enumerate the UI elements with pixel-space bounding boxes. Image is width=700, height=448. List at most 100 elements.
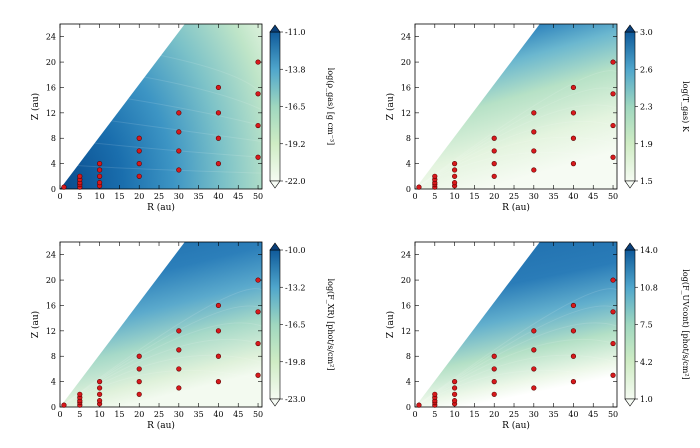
x-tick-label: 40	[568, 410, 578, 419]
contour-line	[60, 138, 262, 158]
heatmap-field	[60, 242, 262, 407]
x-tick-label: 30	[174, 410, 184, 419]
sample-point	[610, 340, 616, 347]
y-tick-label: 20	[401, 276, 411, 285]
sample-point	[531, 148, 537, 154]
sample-point	[255, 122, 261, 129]
y-tick-label: 24	[46, 251, 56, 260]
sample-point	[176, 167, 182, 173]
colorbar-tick-label: 2.6	[640, 65, 653, 74]
x-tick-label: 25	[154, 410, 164, 419]
y-tick-label: 0	[406, 403, 411, 412]
sample-point	[136, 353, 142, 359]
x-tick-label: 10	[450, 192, 460, 201]
colorbar-tick-label: 1.9	[640, 140, 653, 149]
colorbar-tick-label: -19.8	[285, 358, 306, 367]
sample-point	[136, 161, 142, 167]
x-tick-label: 25	[154, 192, 164, 201]
sample-point	[136, 391, 142, 397]
x-tick-label: 45	[233, 410, 243, 419]
x-tick-label: 25	[509, 410, 519, 419]
contour-line	[415, 288, 617, 407]
x-tick-label: 15	[469, 410, 479, 419]
contour-line	[60, 354, 262, 407]
x-tick-label: 15	[469, 192, 479, 201]
sample-point	[491, 353, 497, 359]
heatmap-field	[60, 24, 262, 189]
contour-line	[415, 338, 617, 407]
x-tick-label: 35	[194, 192, 204, 201]
contour-line	[60, 88, 262, 127]
x-tick-label: 20	[489, 410, 499, 419]
contour-line	[415, 322, 617, 407]
sample-point	[432, 173, 438, 179]
colorbar-tick-label: 3.0	[640, 28, 653, 37]
x-tick-label: 35	[549, 410, 559, 419]
sample-point	[215, 328, 222, 334]
sample-point	[176, 385, 182, 391]
x-tick-label: 50	[253, 192, 263, 201]
sample-point	[531, 129, 537, 135]
sample-point	[610, 91, 616, 97]
sample-point	[255, 59, 261, 65]
y-tick-label: 12	[46, 327, 56, 336]
x-tick-label: 5	[77, 192, 82, 201]
colorbar-tick-label: 2.3	[640, 103, 653, 112]
contour-line	[415, 151, 617, 189]
sample-point	[61, 184, 67, 190]
colorbar-tick-label: 7.5	[640, 321, 653, 330]
contour-line	[415, 120, 617, 189]
colorbar-min-arrow	[624, 398, 636, 407]
sample-point	[176, 366, 182, 372]
sample-point	[491, 161, 497, 167]
y-tick-label: 8	[51, 134, 56, 143]
y-tick-label: 20	[401, 58, 411, 67]
sample-point	[491, 173, 497, 179]
colorbar-tick-label: 14.0	[640, 246, 658, 255]
x-tick-label: 0	[57, 192, 62, 201]
sample-point	[97, 379, 103, 385]
colorbar-tick-label: -11.0	[285, 28, 306, 37]
contour-line	[60, 338, 262, 407]
sample-point	[570, 84, 577, 91]
x-tick-label: 10	[95, 192, 105, 201]
colorbar-tick-label: -10.0	[285, 246, 306, 255]
sample-point	[491, 148, 497, 154]
y-tick-label: 4	[406, 160, 411, 169]
y-tick-label: 12	[46, 109, 56, 118]
x-tick-label: 50	[608, 192, 618, 201]
sample-point	[97, 385, 103, 391]
y-tick-label: 0	[51, 185, 56, 194]
colorbar	[269, 31, 281, 182]
x-tick-label: 40	[213, 410, 223, 419]
x-tick-label: 5	[432, 192, 437, 201]
sample-point	[531, 385, 537, 391]
sample-point	[77, 391, 83, 397]
y-axis-label: Z (au)	[30, 93, 41, 120]
sample-point	[97, 173, 103, 179]
x-tick-label: 45	[588, 410, 598, 419]
x-axis-label: R (au)	[147, 202, 175, 213]
x-tick-label: 5	[432, 410, 437, 419]
sample-point	[97, 161, 103, 167]
colorbar-tick-label: -22.0	[285, 177, 306, 186]
sample-point	[452, 398, 458, 404]
x-tick-label: 25	[509, 192, 519, 201]
colorbar-tick-label: 10.8	[640, 283, 658, 292]
contour-line	[60, 38, 262, 95]
colorbar-max-arrow	[269, 242, 281, 251]
sample-point	[97, 180, 103, 186]
x-axis-label: R (au)	[502, 420, 530, 431]
colorbar-tick-label: -19.2	[285, 140, 306, 149]
sample-point	[255, 154, 261, 160]
y-tick-label: 4	[406, 378, 411, 387]
sample-point	[176, 129, 182, 135]
sample-point	[176, 347, 182, 353]
y-axis-label: Z (au)	[30, 311, 41, 338]
panel-density: 0 5 10 15 20 25 30 35 40 45 50 0 4 8 12 16 20 24 R (au) Z (…	[30, 23, 335, 213]
y-tick-label: 0	[51, 403, 56, 412]
sample-point	[432, 391, 438, 397]
x-tick-label: 30	[174, 192, 184, 201]
y-tick-label: 16	[46, 301, 56, 310]
colorbar-tick-label: -16.5	[285, 103, 306, 112]
